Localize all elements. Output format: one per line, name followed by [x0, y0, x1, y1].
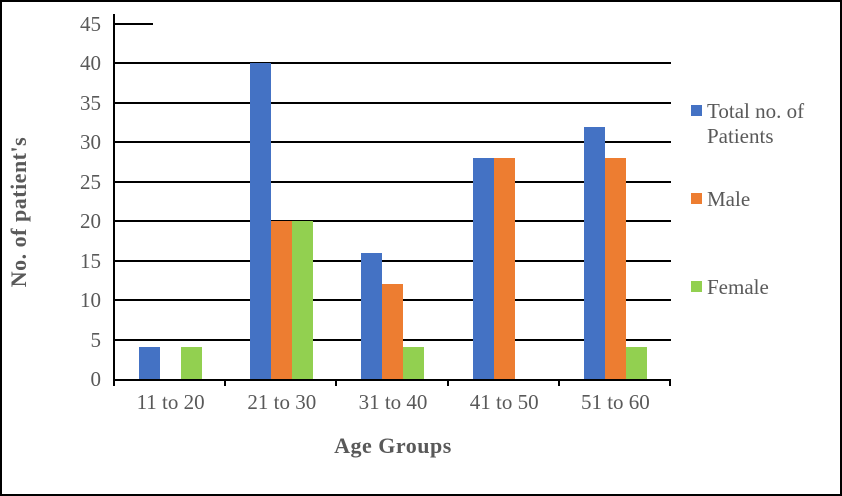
bar-total-no-of-patients [361, 252, 383, 379]
y-axis-tick-label: 40 [80, 51, 101, 76]
gridline [115, 220, 671, 223]
gridline [115, 180, 671, 183]
x-axis-tick [446, 381, 449, 386]
x-axis-category-label: 31 to 40 [358, 390, 428, 414]
bar-male [493, 158, 515, 379]
x-axis-tick [113, 381, 115, 386]
bar-male [604, 158, 626, 379]
legend-swatch-icon [691, 193, 702, 204]
x-axis-tick [669, 381, 671, 386]
x-axis-category-label: 51 to 60 [580, 390, 650, 414]
bar-group [560, 24, 671, 379]
x-axis-category-label: 21 to 30 [247, 390, 317, 414]
y-axis-tick-label: 30 [80, 130, 101, 155]
y-axis-tick-label: 45 [80, 12, 101, 36]
y-axis-tick-label: 35 [80, 90, 101, 115]
bar-group [226, 24, 337, 379]
legend-swatch-icon [691, 105, 702, 116]
x-axis-line [113, 379, 671, 381]
y-axis-tick-label: 20 [80, 209, 101, 234]
bar-group [337, 24, 448, 379]
x-axis-category-label: 11 to 20 [136, 390, 205, 414]
bar-total-no-of-patients [250, 63, 272, 379]
plot-area [113, 14, 671, 386]
bar-male [271, 221, 293, 379]
gridline [115, 101, 671, 104]
legend-item-female: Female [691, 275, 840, 300]
y-axis-tick-label: 0 [90, 367, 102, 391]
gridline [115, 259, 671, 262]
bar-female [625, 347, 647, 379]
y-axis-tick-label: 10 [80, 288, 101, 313]
bar-total-no-of-patients [139, 347, 161, 379]
bar-total-no-of-patients [472, 158, 494, 379]
y-axis-tick-label: 25 [80, 169, 101, 194]
x-axis-title: Age Groups [334, 433, 452, 458]
x-axis-tick [557, 381, 560, 386]
y-axis-top-tick [113, 23, 153, 25]
x-axis-tick [335, 381, 338, 386]
y-axis-line [113, 14, 115, 381]
legend-swatch-icon [691, 281, 702, 292]
bar-female [403, 347, 425, 379]
legend-label: Total no. of Patients [707, 99, 805, 148]
bar-female [181, 347, 203, 379]
bar-group [449, 24, 560, 379]
legend-label: Male [707, 187, 751, 211]
y-axis-title: No. of patient's [6, 136, 31, 288]
x-axis-tick [224, 381, 227, 386]
y-axis-tick-label: 5 [90, 327, 102, 352]
legend-label: Female [707, 275, 769, 299]
bar-group [115, 24, 226, 379]
bar-female [292, 221, 314, 379]
x-axis-category-label: 41 to 50 [469, 390, 539, 414]
legend-item-total-no-of-patients: Total no. of Patients [691, 99, 840, 149]
gridline [115, 62, 671, 65]
bar-total-no-of-patients [583, 126, 605, 379]
gridline [115, 141, 671, 144]
y-axis-tick-label: 15 [80, 248, 101, 273]
legend-item-male: Male [691, 187, 840, 212]
bar-male [382, 284, 404, 379]
